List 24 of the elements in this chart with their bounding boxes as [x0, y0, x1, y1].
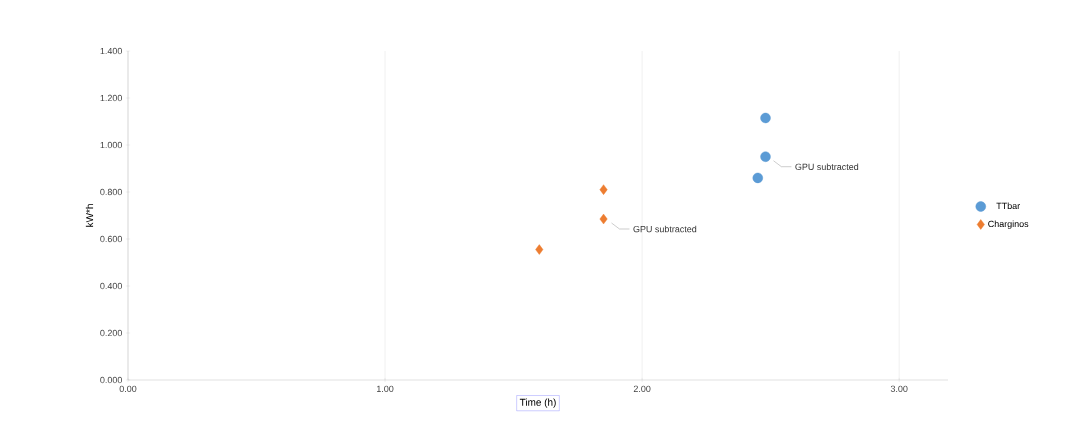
y-tick-label: 0.200: [100, 329, 122, 337]
legend-label: TTbar: [996, 202, 1020, 210]
legend-label: Charginos: [988, 220, 1029, 229]
x-axis-title: Time (h): [519, 398, 556, 408]
x-tick-label: 2.00: [633, 385, 651, 392]
y-tick-label: 0.800: [100, 188, 122, 196]
y-tick-label: 0.000: [100, 376, 122, 384]
y-tick-label: 1.000: [100, 141, 122, 149]
point: [752, 172, 763, 184]
y-tick-label: 1.400: [100, 47, 122, 55]
point: [535, 244, 544, 255]
point: [599, 213, 608, 225]
y-tick-label: 1.200: [100, 94, 122, 102]
y-axis-title: kW*h: [85, 204, 94, 227]
x-tick-label: 1.00: [377, 385, 394, 392]
point: [760, 151, 771, 162]
point: [599, 184, 608, 195]
x-tick-label: 3.00: [890, 385, 908, 392]
y-tick-label: 0.400: [100, 282, 122, 290]
point: [760, 112, 771, 124]
x-tick-label: 0.00: [119, 385, 137, 392]
annotation: GPU subtracted: [795, 163, 859, 171]
y-tick-label: 0.600: [100, 235, 122, 243]
annotation: GPU subtracted: [633, 225, 697, 233]
